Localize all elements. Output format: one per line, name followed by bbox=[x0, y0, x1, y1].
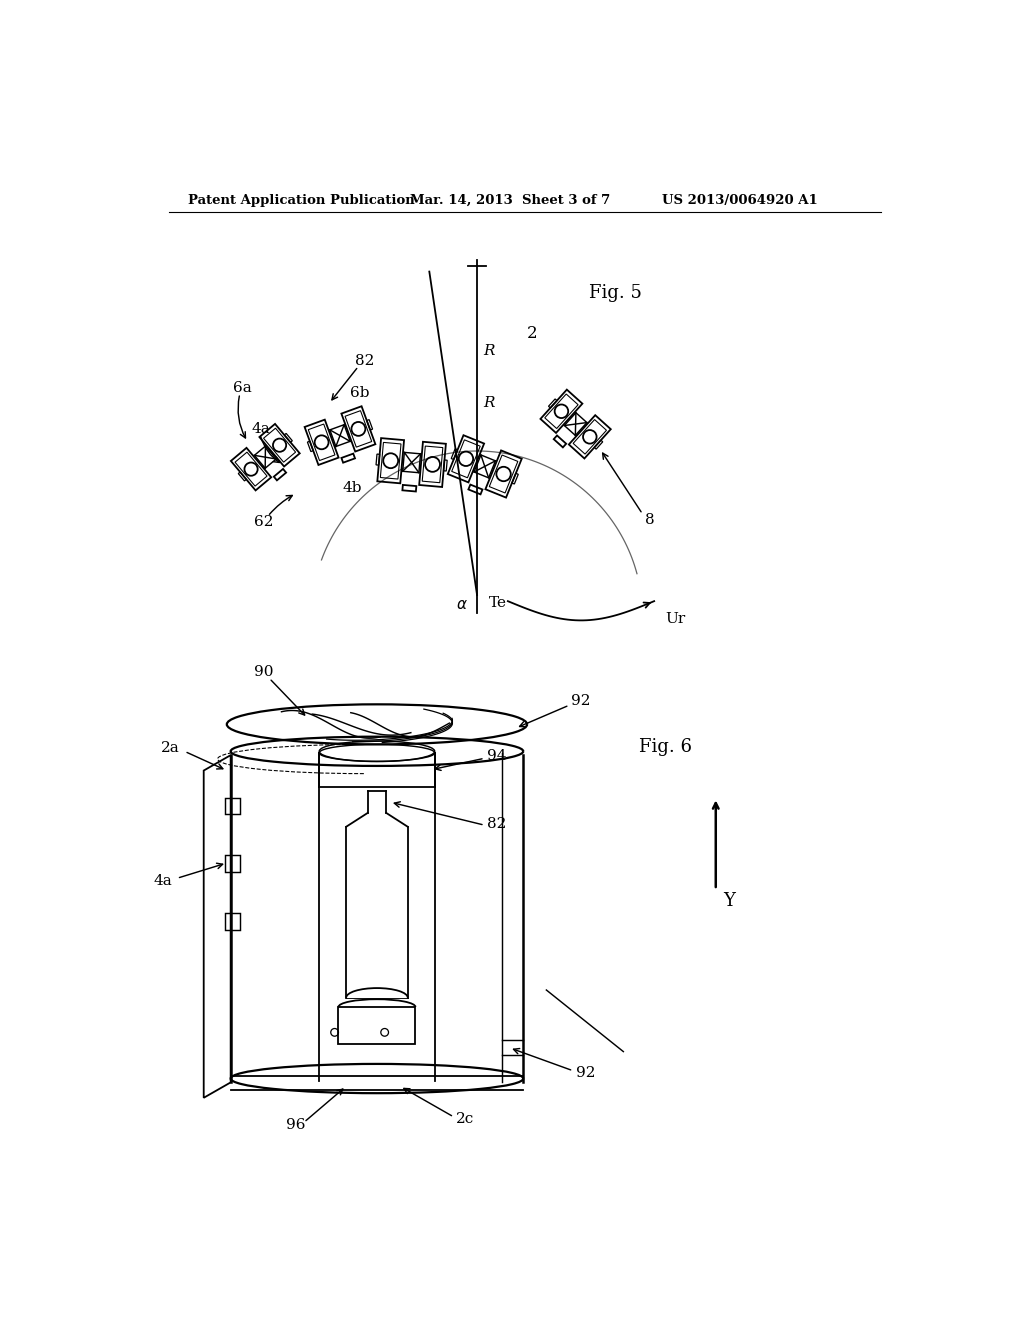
Text: 92: 92 bbox=[571, 694, 591, 709]
Text: Y: Y bbox=[724, 892, 735, 911]
Text: 90: 90 bbox=[254, 665, 273, 678]
Bar bbox=[339, 1007, 416, 1044]
Text: 8: 8 bbox=[645, 512, 654, 527]
Text: 2c: 2c bbox=[457, 1113, 474, 1126]
Text: 2a: 2a bbox=[162, 742, 180, 755]
Text: 4a: 4a bbox=[252, 422, 270, 437]
Bar bbox=[224, 797, 240, 814]
Text: R: R bbox=[483, 345, 495, 358]
Bar bbox=[224, 855, 240, 873]
Text: 6a: 6a bbox=[233, 381, 252, 395]
Text: 4b: 4b bbox=[342, 480, 361, 495]
Text: Mar. 14, 2013  Sheet 3 of 7: Mar. 14, 2013 Sheet 3 of 7 bbox=[410, 194, 610, 207]
Bar bbox=[224, 913, 240, 929]
Text: 4a: 4a bbox=[154, 874, 172, 887]
Text: Patent Application Publication: Patent Application Publication bbox=[188, 194, 415, 207]
Text: 2: 2 bbox=[527, 326, 538, 342]
Text: US 2013/0064920 A1: US 2013/0064920 A1 bbox=[662, 194, 817, 207]
Text: 82: 82 bbox=[487, 817, 507, 830]
Text: 82: 82 bbox=[355, 354, 375, 368]
Text: Fig. 6: Fig. 6 bbox=[639, 738, 692, 756]
Text: Ur: Ur bbox=[666, 612, 686, 626]
Text: R: R bbox=[483, 396, 495, 411]
Text: 92: 92 bbox=[575, 1067, 595, 1080]
Text: 62: 62 bbox=[254, 515, 273, 529]
Text: 96: 96 bbox=[286, 1118, 305, 1131]
Text: 94: 94 bbox=[487, 748, 507, 763]
Text: $\alpha$: $\alpha$ bbox=[456, 598, 467, 612]
Text: Te: Te bbox=[488, 597, 507, 610]
Text: 6b: 6b bbox=[350, 387, 370, 400]
Text: Fig. 5: Fig. 5 bbox=[589, 284, 642, 302]
